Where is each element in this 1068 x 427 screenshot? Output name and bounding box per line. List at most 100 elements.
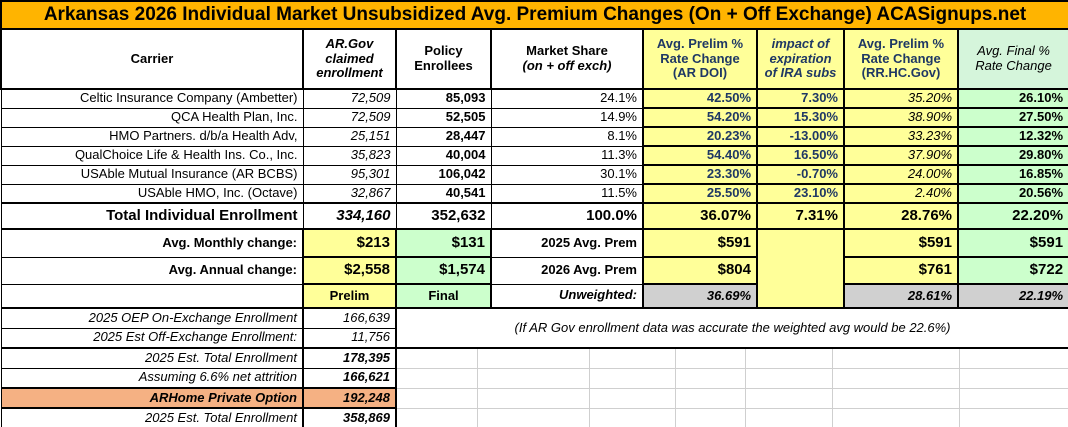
sheet-title[interactable]: Arkansas 2026 Individual Market Unsubsid… (0, 0, 1068, 30)
enrollment-label[interactable]: 2025 Est. Total Enrollment (0, 407, 304, 427)
market-share-cell[interactable]: 11.3% (490, 145, 644, 166)
claimed-enrollment-cell[interactable]: 35,823 (302, 145, 397, 166)
avg-prem-2025-doi[interactable]: $591 (642, 228, 758, 258)
total-final-rate[interactable]: 22.20% (956, 202, 1068, 230)
prelim-doi-cell[interactable]: 42.50% (642, 88, 758, 109)
final-rate-cell[interactable]: 26.10% (956, 88, 1068, 109)
enrollment-value[interactable]: 178,395 (302, 347, 397, 369)
total-prelim-rr[interactable]: 28.76% (843, 202, 959, 230)
avg-prem-2026-label[interactable]: 2026 Avg. Prem (490, 256, 644, 285)
ira-impact-cell[interactable]: -13.00% (756, 126, 845, 147)
col-header-prelim-rr-hc-gov[interactable]: Avg. Prelim % Rate Change (RR.HC.Gov) (843, 28, 959, 90)
enrollment-label[interactable]: 2025 OEP On-Exchange Enrollment (0, 307, 304, 329)
col-header-ira-impact[interactable]: impact of expiration of IRA subs (756, 28, 845, 90)
prelim-doi-cell[interactable]: 54.20% (642, 107, 758, 128)
final-rate-cell[interactable]: 12.32% (956, 126, 1068, 147)
final-rate-cell[interactable]: 29.80% (956, 145, 1068, 166)
total-policy-enrollees[interactable]: 352,632 (395, 202, 492, 230)
prelim-doi-cell[interactable]: 23.30% (642, 164, 758, 185)
enrollment-label[interactable]: 2025 Est Off-Exchange Enrollment: (0, 327, 304, 349)
prelim-rr-cell[interactable]: 24.00% (843, 164, 959, 185)
prelim-rr-cell[interactable]: 2.40% (843, 183, 959, 204)
carrier-name-cell[interactable]: USAble HMO, Inc. (Octave) (0, 183, 304, 204)
col-header-prelim-ar-doi[interactable]: Avg. Prelim % Rate Change (AR DOI) (642, 28, 758, 90)
prelim-doi-cell[interactable]: 20.23% (642, 126, 758, 147)
avg-prem-2025-rr[interactable]: $591 (843, 228, 959, 258)
claimed-enrollment-cell[interactable]: 32,867 (302, 183, 397, 204)
policy-enrollees-cell[interactable]: 52,505 (395, 107, 492, 128)
empty-cell[interactable] (0, 283, 304, 309)
avg-prem-2026-final[interactable]: $722 (956, 256, 1068, 285)
claimed-enrollment-cell[interactable]: 25,151 (302, 126, 397, 147)
enrollment-value[interactable]: 11,756 (302, 327, 397, 349)
col-header-policy-enrollees[interactable]: Policy Enrollees (395, 28, 492, 90)
enrollment-value[interactable]: 192,248 (302, 387, 397, 409)
carrier-name-cell[interactable]: Celtic Insurance Company (Ambetter) (0, 88, 304, 109)
col-header-carrier[interactable]: Carrier (0, 28, 304, 90)
policy-enrollees-cell[interactable]: 85,093 (395, 88, 492, 109)
enrollment-label[interactable]: 2025 Est. Total Enrollment (0, 347, 304, 369)
enrollment-value[interactable]: 166,639 (302, 307, 397, 329)
col-header-market-share[interactable]: Market Share (on + off exch) (490, 28, 644, 90)
final-rate-cell[interactable]: 27.50% (956, 107, 1068, 128)
market-share-cell[interactable]: 24.1% (490, 88, 644, 109)
col-header-avg-final[interactable]: Avg. Final % Rate Change (956, 28, 1068, 90)
enrollment-label[interactable]: Assuming 6.6% net attrition (0, 367, 304, 389)
claimed-enrollment-cell[interactable]: 72,509 (302, 107, 397, 128)
ira-impact-cell[interactable]: 16.50% (756, 145, 845, 166)
market-share-cell[interactable]: 30.1% (490, 164, 644, 185)
claimed-enrollment-cell[interactable]: 95,301 (302, 164, 397, 185)
total-claimed-enrollment[interactable]: 334,160 (302, 202, 397, 230)
avg-monthly-label[interactable]: Avg. Monthly change: (0, 228, 304, 258)
ira-impact-cell[interactable]: 15.30% (756, 107, 845, 128)
final-column-tag[interactable]: Final (395, 283, 492, 309)
total-prelim-doi[interactable]: 36.07% (642, 202, 758, 230)
prelim-rr-cell[interactable]: 35.20% (843, 88, 959, 109)
ira-impact-cell[interactable]: 23.10% (756, 183, 845, 204)
unweighted-rr[interactable]: 28.61% (843, 283, 959, 309)
prelim-rr-cell[interactable]: 33.23% (843, 126, 959, 147)
unweighted-label[interactable]: Unweighted: (490, 283, 644, 309)
col-header-ar-gov-claimed[interactable]: AR.Gov claimed enrollment (302, 28, 397, 90)
final-rate-cell[interactable]: 16.85% (956, 164, 1068, 185)
policy-enrollees-cell[interactable]: 106,042 (395, 164, 492, 185)
avg-prem-2025-label[interactable]: 2025 Avg. Prem (490, 228, 644, 258)
policy-enrollees-cell[interactable]: 40,541 (395, 183, 492, 204)
claimed-enrollment-cell[interactable]: 72,509 (302, 88, 397, 109)
final-rate-cell[interactable]: 20.56% (956, 183, 1068, 204)
total-ira-impact[interactable]: 7.31% (756, 202, 845, 230)
policy-enrollees-cell[interactable]: 28,447 (395, 126, 492, 147)
avg-monthly-final[interactable]: $131 (395, 228, 492, 258)
avg-annual-label[interactable]: Avg. Annual change: (0, 256, 304, 285)
prelim-doi-cell[interactable]: 54.40% (642, 145, 758, 166)
total-label[interactable]: Total Individual Enrollment (0, 202, 304, 230)
enrollment-value[interactable]: 166,621 (302, 367, 397, 389)
ira-impact-empty-block[interactable] (756, 228, 845, 309)
market-share-cell[interactable]: 14.9% (490, 107, 644, 128)
avg-annual-prelim[interactable]: $2,558 (302, 256, 397, 285)
ira-impact-cell[interactable]: 7.30% (756, 88, 845, 109)
avg-prem-2025-final[interactable]: $591 (956, 228, 1068, 258)
enrollment-value[interactable]: 358,869 (302, 407, 397, 427)
carrier-name-cell[interactable]: USAble Mutual Insurance (AR BCBS) (0, 164, 304, 185)
ira-impact-cell[interactable]: -0.70% (756, 164, 845, 185)
carrier-name-cell[interactable]: QualChoice Life & Health Ins. Co., Inc. (0, 145, 304, 166)
enrollment-label[interactable]: ARHome Private Option (0, 387, 304, 409)
avg-prem-2026-rr[interactable]: $761 (843, 256, 959, 285)
carrier-name-cell[interactable]: QCA Health Plan, Inc. (0, 107, 304, 128)
prelim-doi-cell[interactable]: 25.50% (642, 183, 758, 204)
policy-enrollees-cell[interactable]: 40,004 (395, 145, 492, 166)
prelim-rr-cell[interactable]: 38.90% (843, 107, 959, 128)
total-market-share[interactable]: 100.0% (490, 202, 644, 230)
avg-annual-final[interactable]: $1,574 (395, 256, 492, 285)
avg-monthly-prelim[interactable]: $213 (302, 228, 397, 258)
market-share-cell[interactable]: 11.5% (490, 183, 644, 204)
market-share-cell[interactable]: 8.1% (490, 126, 644, 147)
avg-prem-2026-doi[interactable]: $804 (642, 256, 758, 285)
prelim-rr-cell[interactable]: 37.90% (843, 145, 959, 166)
unweighted-final[interactable]: 22.19% (956, 283, 1068, 309)
unweighted-doi[interactable]: 36.69% (642, 283, 758, 309)
carrier-name-cell[interactable]: HMO Partners. d/b/a Health Adv, (0, 126, 304, 147)
prelim-column-tag[interactable]: Prelim (302, 283, 397, 309)
